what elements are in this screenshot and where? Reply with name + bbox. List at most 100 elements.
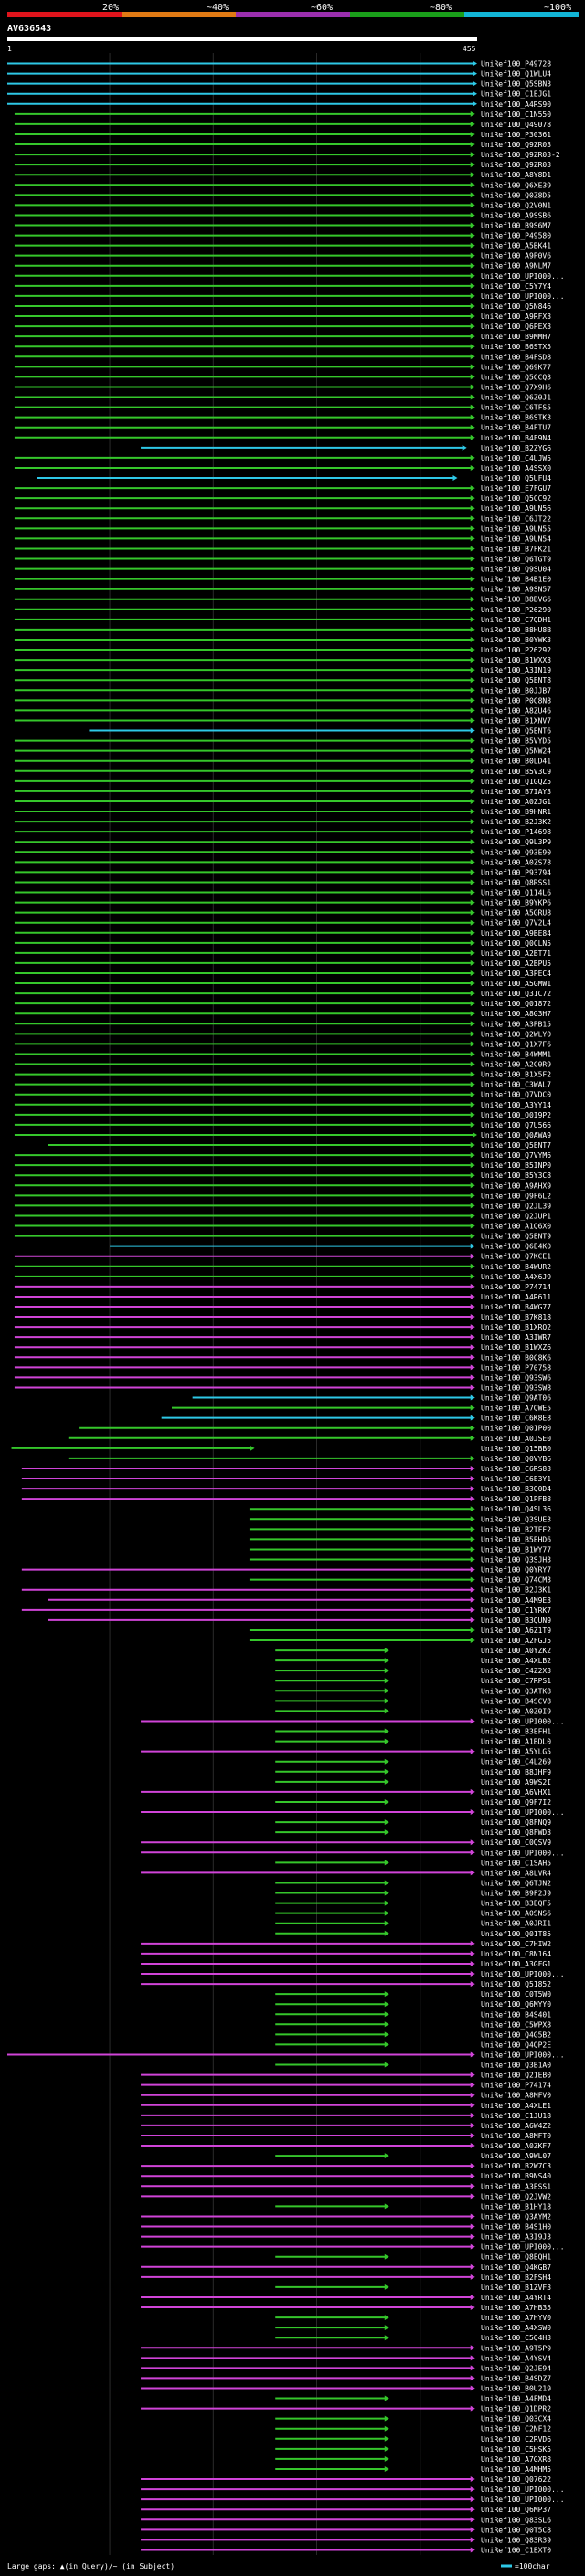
hit-label[interactable]: UniRef100_Q2JE94 bbox=[481, 2364, 551, 2372]
hit-label[interactable]: UniRef100_C6K8E8 bbox=[481, 1415, 551, 1423]
hit-label[interactable]: UniRef100_B9MMH7 bbox=[481, 333, 551, 341]
hit-label[interactable]: UniRef100_Q69K77 bbox=[481, 363, 551, 371]
hit-label[interactable]: UniRef100_B4WG77 bbox=[481, 1303, 551, 1311]
hit-label[interactable]: UniRef100_B1HY18 bbox=[481, 2202, 551, 2210]
hit-label[interactable]: UniRef100_Q9SU04 bbox=[481, 566, 551, 574]
hit-label[interactable]: UniRef100_A8MFV0 bbox=[481, 2092, 551, 2100]
hit-label[interactable]: UniRef100_C1N550 bbox=[481, 111, 551, 119]
hit-label[interactable]: UniRef100_Q6PEX3 bbox=[481, 323, 551, 331]
hit-label[interactable]: UniRef100_B9F2J9 bbox=[481, 1890, 551, 1898]
hit-label[interactable]: UniRef100_B4WMM1 bbox=[481, 1050, 551, 1058]
hit-label[interactable]: UniRef100_A3PEC4 bbox=[481, 970, 551, 978]
hit-label[interactable]: UniRef100_Q9F6L2 bbox=[481, 1192, 551, 1200]
hit-label[interactable]: UniRef100_Q5SBN3 bbox=[481, 80, 551, 89]
hit-label[interactable]: UniRef100_Q9F7I2 bbox=[481, 1798, 551, 1807]
hit-label[interactable]: UniRef100_Q2JUP1 bbox=[481, 1212, 551, 1220]
hit-label[interactable]: UniRef100_B4FSD8 bbox=[481, 353, 551, 361]
hit-label[interactable]: UniRef100_Q03CX4 bbox=[481, 2415, 551, 2423]
hit-label[interactable]: UniRef100_B5V3C9 bbox=[481, 768, 551, 776]
hit-label[interactable]: UniRef100_A5YLG5 bbox=[481, 1748, 551, 1756]
hit-label[interactable]: UniRef100_A4YSV4 bbox=[481, 2354, 551, 2362]
hit-label[interactable]: UniRef100_A4RS90 bbox=[481, 101, 551, 109]
hit-label[interactable]: UniRef100_Q9ZR03 bbox=[481, 161, 551, 169]
hit-label[interactable]: UniRef100_Q3SJH3 bbox=[481, 1556, 551, 1564]
hit-label[interactable]: UniRef100_A4XSW0 bbox=[481, 2324, 551, 2332]
hit-label[interactable]: UniRef100_UPI000... bbox=[481, 1717, 565, 1725]
hit-label[interactable]: UniRef100_Q1X7F6 bbox=[481, 1040, 551, 1048]
hit-label[interactable]: UniRef100_Q7U566 bbox=[481, 1121, 551, 1129]
hit-label[interactable]: UniRef100_B1XRQ2 bbox=[481, 1323, 551, 1331]
hit-label[interactable]: UniRef100_C1EJG1 bbox=[481, 90, 551, 99]
hit-label[interactable]: UniRef100_B2FSH4 bbox=[481, 2274, 551, 2282]
hit-label[interactable]: UniRef100_Q0VYB6 bbox=[481, 1455, 551, 1463]
hit-label[interactable]: UniRef100_Q6TJN2 bbox=[481, 1879, 551, 1887]
hit-label[interactable]: UniRef100_Q5ENT7 bbox=[481, 1141, 551, 1150]
hit-label[interactable]: UniRef100_P49728 bbox=[481, 60, 551, 69]
hit-label[interactable]: UniRef100_Q3AYM2 bbox=[481, 2212, 551, 2221]
hit-label[interactable]: UniRef100_A0ZJG1 bbox=[481, 798, 551, 806]
hit-label[interactable]: UniRef100_A9RFX3 bbox=[481, 313, 551, 321]
hit-label[interactable]: UniRef100_A4R611 bbox=[481, 1293, 551, 1301]
hit-label[interactable]: UniRef100_A4YRT4 bbox=[481, 2294, 551, 2302]
hit-label[interactable]: UniRef100_A9SN57 bbox=[481, 586, 551, 594]
hit-label[interactable]: UniRef100_Q15BB0 bbox=[481, 1445, 551, 1453]
hit-label[interactable]: UniRef100_A0SNS6 bbox=[481, 1910, 551, 1918]
hit-label[interactable]: UniRef100_Q7VDC0 bbox=[481, 1091, 551, 1099]
hit-label[interactable]: UniRef100_B5VYD5 bbox=[481, 737, 551, 746]
hit-label[interactable]: UniRef100_UPI000... bbox=[481, 2496, 565, 2504]
hit-label[interactable]: UniRef100_A5GRU8 bbox=[481, 909, 551, 917]
hit-label[interactable]: UniRef100_A4XLB2 bbox=[481, 1657, 551, 1665]
hit-label[interactable]: UniRef100_B2J3K1 bbox=[481, 1586, 551, 1595]
hit-label[interactable]: UniRef100_A8MFT0 bbox=[481, 2132, 551, 2140]
hit-label[interactable]: UniRef100_Q1WLU4 bbox=[481, 70, 551, 79]
hit-label[interactable]: UniRef100_B9HNR1 bbox=[481, 808, 551, 816]
hit-label[interactable]: UniRef100_Q01P00 bbox=[481, 1425, 551, 1433]
hit-label[interactable]: UniRef100_A8G3H7 bbox=[481, 1010, 551, 1018]
hit-label[interactable]: UniRef100_A9P0V6 bbox=[481, 252, 551, 260]
hit-label[interactable]: UniRef100_A2BPU5 bbox=[481, 959, 551, 968]
hit-label[interactable]: UniRef100_B4SCV8 bbox=[481, 1697, 551, 1705]
hit-label[interactable]: UniRef100_Q93SW8 bbox=[481, 1383, 551, 1392]
hit-label[interactable]: UniRef100_A6Z1T9 bbox=[481, 1627, 551, 1635]
hit-label[interactable]: UniRef100_B4SDZ7 bbox=[481, 2374, 551, 2382]
hit-label[interactable]: UniRef100_C2NF12 bbox=[481, 2425, 551, 2433]
hit-label[interactable]: UniRef100_Q9L3P9 bbox=[481, 838, 551, 846]
hit-label[interactable]: UniRef100_Q2WLY0 bbox=[481, 1030, 551, 1038]
hit-label[interactable]: UniRef100_Q5UFU4 bbox=[481, 474, 551, 482]
hit-label[interactable]: UniRef100_Q21EB0 bbox=[481, 2072, 551, 2080]
hit-label[interactable]: UniRef100_UPI000... bbox=[481, 2243, 565, 2252]
hit-label[interactable]: UniRef100_B4FTU7 bbox=[481, 424, 551, 432]
hit-label[interactable]: UniRef100_A9UN55 bbox=[481, 525, 551, 533]
hit-label[interactable]: UniRef100_E7FGU7 bbox=[481, 484, 551, 493]
hit-label[interactable]: UniRef100_B5INP0 bbox=[481, 1161, 551, 1170]
hit-label[interactable]: UniRef100_Q7X9H6 bbox=[481, 383, 551, 391]
hit-label[interactable]: UniRef100_Q51852 bbox=[481, 1980, 551, 1988]
hit-label[interactable]: UniRef100_A1Q6X0 bbox=[481, 1223, 551, 1231]
hit-label[interactable]: UniRef100_C6E3Y1 bbox=[481, 1475, 551, 1483]
hit-label[interactable]: UniRef100_A9SSB6 bbox=[481, 211, 551, 219]
hit-label[interactable]: UniRef100_C1YRK7 bbox=[481, 1606, 551, 1615]
hit-label[interactable]: UniRef100_UPI000... bbox=[481, 2051, 565, 2059]
hit-label[interactable]: UniRef100_UPI000... bbox=[481, 1849, 565, 1857]
hit-label[interactable]: UniRef100_B5Y3C8 bbox=[481, 1171, 551, 1180]
hit-label[interactable]: UniRef100_A7QWE5 bbox=[481, 1405, 551, 1413]
hit-label[interactable]: UniRef100_A9UN54 bbox=[481, 535, 551, 543]
hit-label[interactable]: UniRef100_Q6TGT9 bbox=[481, 556, 551, 564]
hit-label[interactable]: UniRef100_A4X6J9 bbox=[481, 1273, 551, 1281]
hit-label[interactable]: UniRef100_C1JU18 bbox=[481, 2112, 551, 2120]
hit-label[interactable]: UniRef100_Q07622 bbox=[481, 2475, 551, 2484]
hit-label[interactable]: UniRef100_A0ZKF7 bbox=[481, 2142, 551, 2150]
hit-label[interactable]: UniRef100_B0LD41 bbox=[481, 758, 551, 766]
hit-label[interactable]: UniRef100_A4SSX0 bbox=[481, 464, 551, 472]
hit-label[interactable]: UniRef100_B8BVG6 bbox=[481, 596, 551, 604]
hit-label[interactable]: UniRef100_C1SAH5 bbox=[481, 1859, 551, 1867]
hit-label[interactable]: UniRef100_Q6Z0J1 bbox=[481, 394, 551, 402]
hit-label[interactable]: UniRef100_P30361 bbox=[481, 131, 551, 139]
hit-label[interactable]: UniRef100_A0JRI1 bbox=[481, 1920, 551, 1928]
hit-label[interactable]: UniRef100_P0C8N8 bbox=[481, 696, 551, 705]
hit-label[interactable]: UniRef100_Q8FWD3 bbox=[481, 1829, 551, 1837]
hit-label[interactable]: UniRef100_B3EFH1 bbox=[481, 1728, 551, 1736]
hit-label[interactable]: UniRef100_B2J3K2 bbox=[481, 818, 551, 826]
hit-label[interactable]: UniRef100_Q0AWA9 bbox=[481, 1131, 551, 1140]
hit-label[interactable]: UniRef100_C3WAL7 bbox=[481, 1081, 551, 1089]
